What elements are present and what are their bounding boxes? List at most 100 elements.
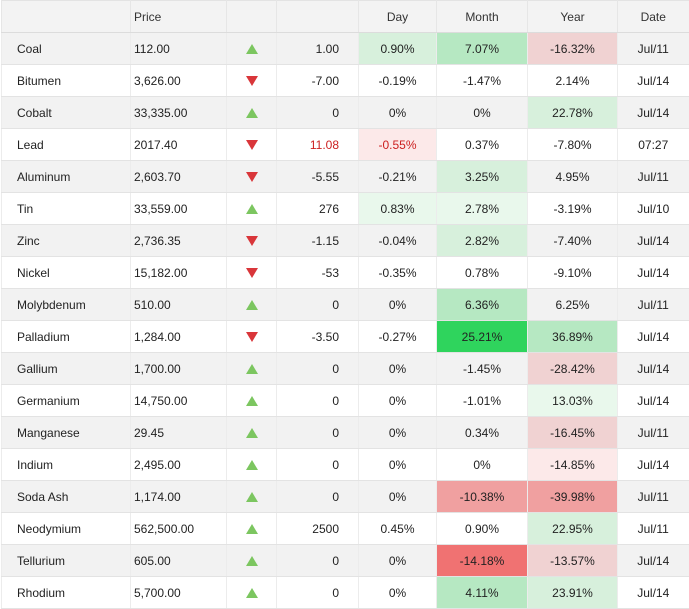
up-arrow-icon — [245, 524, 258, 535]
up-arrow-icon — [245, 492, 258, 503]
header-day[interactable]: Day — [358, 0, 437, 33]
down-arrow-icon — [245, 332, 258, 343]
up-arrow-icon — [245, 396, 258, 407]
commodity-name-link[interactable]: Tellurium — [1, 544, 131, 577]
change-cell: 11.08 — [276, 128, 359, 161]
table-row[interactable]: Neodymium 562,500.00 2500 0.45% 0.90% 22.95% J… — [1, 512, 689, 545]
day-change-cell: -0.04% — [358, 224, 437, 257]
table-row[interactable]: Coal 112.00 1.00 0.90% 7.07% -16.32% Jul/11 — [1, 32, 689, 65]
commodity-name-link[interactable]: Manganese — [1, 416, 131, 449]
commodity-name-link[interactable]: Palladium — [1, 320, 131, 353]
table-row[interactable]: Palladium 1,284.00 -3.50 -0.27% 25.21% 36.89%… — [1, 320, 689, 353]
year-change-cell: 4.95% — [527, 160, 618, 193]
day-change-cell: 0% — [358, 480, 437, 513]
month-change-cell: -1.01% — [436, 384, 528, 417]
trend-arrow-cell — [226, 448, 277, 481]
price-cell: 14,750.00 — [130, 384, 227, 417]
down-arrow-icon — [245, 172, 258, 183]
down-arrow-icon — [245, 76, 258, 87]
table-row[interactable]: Aluminum 2,603.70 -5.55 -0.21% 3.25% 4.95% Jul… — [1, 160, 689, 193]
day-change-cell: -0.35% — [358, 256, 437, 289]
year-change-cell: 13.03% — [527, 384, 618, 417]
month-change-cell: 3.25% — [436, 160, 528, 193]
month-change-cell: 0.37% — [436, 128, 528, 161]
month-change-cell: 0.34% — [436, 416, 528, 449]
commodity-name-link[interactable]: Nickel — [1, 256, 131, 289]
trend-arrow-cell — [226, 96, 277, 129]
header-month[interactable]: Month — [436, 0, 528, 33]
day-change-cell: 0.90% — [358, 32, 437, 65]
price-cell: 112.00 — [130, 32, 227, 65]
up-arrow-icon — [245, 300, 258, 311]
month-change-cell: 2.82% — [436, 224, 528, 257]
commodity-name-link[interactable]: Cobalt — [1, 96, 131, 129]
table-row[interactable]: Indium 2,495.00 0 0% 0% -14.85% Jul/14 — [1, 448, 689, 481]
down-arrow-icon — [245, 236, 258, 247]
commodity-name-link[interactable]: Bitumen — [1, 64, 131, 97]
table-row[interactable]: Manganese 29.45 0 0% 0.34% -16.45% Jul/11 — [1, 416, 689, 449]
change-cell: -7.00 — [276, 64, 359, 97]
month-change-cell: -1.47% — [436, 64, 528, 97]
header-price[interactable]: Price — [130, 0, 227, 33]
table-row[interactable]: Nickel 15,182.00 -53 -0.35% 0.78% -9.10% Jul/1… — [1, 256, 689, 289]
month-change-cell: 25.21% — [436, 320, 528, 353]
commodity-name-link[interactable]: Tin — [1, 192, 131, 225]
year-change-cell: 36.89% — [527, 320, 618, 353]
table-row[interactable]: Lead 2017.40 11.08 -0.55% 0.37% -7.80% 07:27 — [1, 128, 689, 161]
commodity-name-link[interactable]: Coal — [1, 32, 131, 65]
month-change-cell: 0% — [436, 96, 528, 129]
commodity-name-link[interactable]: Zinc — [1, 224, 131, 257]
day-change-cell: 0% — [358, 544, 437, 577]
change-cell: 2500 — [276, 512, 359, 545]
price-cell: 1,700.00 — [130, 352, 227, 385]
commodity-name-link[interactable]: Lead — [1, 128, 131, 161]
commodity-name-link[interactable]: Germanium — [1, 384, 131, 417]
day-change-cell: 0.45% — [358, 512, 437, 545]
price-cell: 29.45 — [130, 416, 227, 449]
date-cell: Jul/14 — [617, 544, 689, 577]
table-row[interactable]: Cobalt 33,335.00 0 0% 0% 22.78% Jul/14 — [1, 96, 689, 129]
year-change-cell: -39.98% — [527, 480, 618, 513]
date-cell: Jul/11 — [617, 160, 689, 193]
month-change-cell: 0% — [436, 448, 528, 481]
commodity-name-link[interactable]: Aluminum — [1, 160, 131, 193]
year-change-cell: -28.42% — [527, 352, 618, 385]
table-row[interactable]: Zinc 2,736.35 -1.15 -0.04% 2.82% -7.40% Jul/14 — [1, 224, 689, 257]
trend-arrow-cell — [226, 288, 277, 321]
table-row[interactable]: Molybdenum 510.00 0 0% 6.36% 6.25% Jul/11 — [1, 288, 689, 321]
change-cell: 0 — [276, 416, 359, 449]
change-cell: -53 — [276, 256, 359, 289]
table-row[interactable]: Tin 33,559.00 276 0.83% 2.78% -3.19% Jul/10 — [1, 192, 689, 225]
trend-arrow-cell — [226, 544, 277, 577]
date-cell: Jul/14 — [617, 256, 689, 289]
commodity-name-link[interactable]: Soda Ash — [1, 480, 131, 513]
month-change-cell: -14.18% — [436, 544, 528, 577]
down-arrow-icon — [245, 268, 258, 279]
header-date[interactable]: Date — [617, 0, 689, 33]
date-cell: Jul/11 — [617, 288, 689, 321]
commodity-name-link[interactable]: Indium — [1, 448, 131, 481]
table-row[interactable]: Rhodium 5,700.00 0 0% 4.11% 23.91% Jul/14 — [1, 576, 689, 609]
table-row[interactable]: Bitumen 3,626.00 -7.00 -0.19% -1.47% 2.14% Jul… — [1, 64, 689, 97]
trend-arrow-cell — [226, 320, 277, 353]
month-change-cell: -1.45% — [436, 352, 528, 385]
trend-arrow-cell — [226, 192, 277, 225]
up-arrow-icon — [245, 556, 258, 567]
commodity-name-link[interactable]: Neodymium — [1, 512, 131, 545]
date-cell: Jul/10 — [617, 192, 689, 225]
table-row[interactable]: Soda Ash 1,174.00 0 0% -10.38% -39.98% Jul/11 — [1, 480, 689, 513]
commodity-name-link[interactable]: Molybdenum — [1, 288, 131, 321]
table-row[interactable]: Tellurium 605.00 0 0% -14.18% -13.57% Jul/14 — [1, 544, 689, 577]
header-name[interactable] — [1, 0, 131, 33]
change-cell: 1.00 — [276, 32, 359, 65]
table-row[interactable]: Germanium 14,750.00 0 0% -1.01% 13.03% Jul/14 — [1, 384, 689, 417]
commodity-name-link[interactable]: Rhodium — [1, 576, 131, 609]
commodity-name-link[interactable]: Gallium — [1, 352, 131, 385]
trend-arrow-cell — [226, 576, 277, 609]
table-row[interactable]: Gallium 1,700.00 0 0% -1.45% -28.42% Jul/14 — [1, 352, 689, 385]
header-change[interactable] — [276, 0, 359, 33]
date-cell: Jul/14 — [617, 224, 689, 257]
trend-arrow-cell — [226, 352, 277, 385]
header-year[interactable]: Year — [527, 0, 618, 33]
